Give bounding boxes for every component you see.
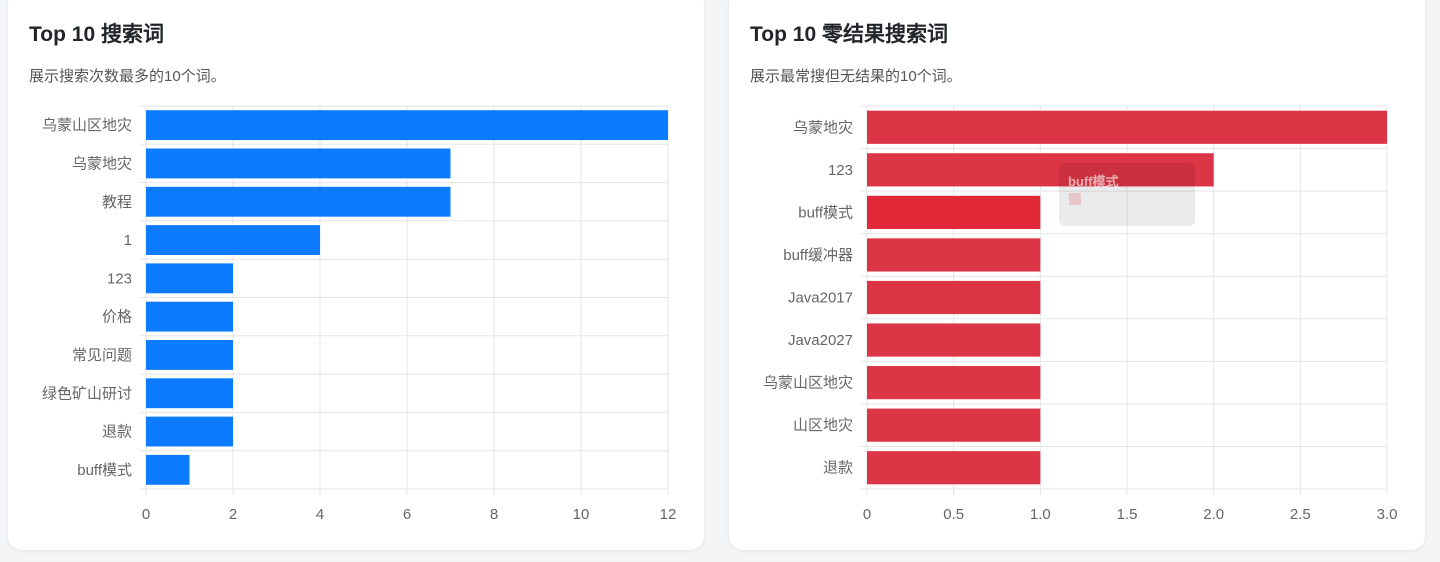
x-tick-label: 0 xyxy=(142,506,150,523)
x-tick-label: 2 xyxy=(229,506,237,523)
bar[interactable] xyxy=(146,263,233,294)
bar[interactable] xyxy=(146,225,320,255)
y-tick-label: 教程 xyxy=(102,194,132,211)
y-tick-label: 常见问题 xyxy=(72,347,132,364)
x-tick-label: 10 xyxy=(573,506,590,523)
zero-result-search-terms-chart[interactable]: 0 0.5 1.0 1.5 2.0 2.5 3.0 乌蒙地灾 123 buff模式 buff缓冲器 J… xyxy=(729,0,1425,550)
x-tick-label: 4 xyxy=(316,506,324,523)
y-tick-label: 绿色矿山研讨 xyxy=(42,385,132,402)
x-tick-label: 1.0 xyxy=(1030,506,1051,523)
x-tick-label: 1.5 xyxy=(1117,506,1138,523)
y-tick-label: 乌蒙地灾 xyxy=(793,119,853,136)
y-tick-label: 价格 xyxy=(102,309,132,326)
card-title: Top 10 零结果搜索词 xyxy=(750,23,948,46)
y-tick-label: Java2017 xyxy=(788,290,853,307)
x-tick-label: 6 xyxy=(403,506,411,523)
bar[interactable] xyxy=(146,186,451,217)
y-tick-label: Java2027 xyxy=(788,332,853,349)
x-tick-label: 8 xyxy=(490,506,498,523)
y-tick-label: 1 xyxy=(124,232,132,249)
y-tick-label: 乌蒙山区地灾 xyxy=(42,117,132,134)
bar[interactable] xyxy=(867,451,1041,485)
y-tick-label: 退款 xyxy=(102,424,132,441)
bar[interactable] xyxy=(146,378,233,409)
bar[interactable] xyxy=(146,454,190,485)
bar[interactable] xyxy=(867,408,1041,442)
bar[interactable] xyxy=(867,110,1387,144)
bar[interactable] xyxy=(867,280,1041,315)
x-tick-label: 12 xyxy=(660,506,677,523)
bar[interactable] xyxy=(867,323,1041,357)
x-tick-label: 0.5 xyxy=(943,506,964,523)
y-tick-label: 退款 xyxy=(823,460,853,477)
card-title: Top 10 搜索词 xyxy=(29,23,164,46)
y-tick-label: buff模式 xyxy=(798,204,853,221)
tooltip-color-swatch xyxy=(1069,193,1081,205)
x-tick-label: 3.0 xyxy=(1377,506,1398,523)
top-search-terms-card: Top 10 搜索词 展示搜索次数最多的10个词。 0 2 4 6 8 10 12 乌蒙山区地… xyxy=(8,0,704,550)
bar[interactable] xyxy=(146,110,668,141)
bar[interactable] xyxy=(867,153,1214,187)
chart-tooltip: buff模式 xyxy=(1059,163,1195,226)
y-tick-label: 123 xyxy=(828,162,853,179)
y-tick-label: 乌蒙山区地灾 xyxy=(763,375,853,392)
bar[interactable] xyxy=(867,238,1041,272)
bar[interactable] xyxy=(867,366,1041,400)
bar[interactable] xyxy=(146,148,451,179)
x-tick-label: 2.0 xyxy=(1203,506,1224,523)
y-tick-label: buff模式 xyxy=(77,462,132,479)
y-tick-label: 山区地灾 xyxy=(793,417,853,434)
bar[interactable] xyxy=(146,301,233,332)
y-tick-label: 乌蒙地灾 xyxy=(72,155,132,172)
bar[interactable] xyxy=(867,195,1041,229)
y-tick-label: 123 xyxy=(107,270,132,287)
bar[interactable] xyxy=(146,340,233,370)
bar[interactable] xyxy=(146,416,233,447)
card-description: 展示搜索次数最多的10个词。 xyxy=(29,68,226,85)
tooltip-title: buff模式 xyxy=(1068,174,1119,189)
zero-result-search-terms-card: Top 10 零结果搜索词 展示最常搜但无结果的10个词。 0 0.5 1.0 1.5… xyxy=(729,0,1425,550)
y-tick-label: buff缓冲器 xyxy=(783,247,853,264)
x-tick-label: 2.5 xyxy=(1290,506,1311,523)
x-tick-label: 0 xyxy=(863,506,871,523)
card-description: 展示最常搜但无结果的10个词。 xyxy=(750,68,962,85)
